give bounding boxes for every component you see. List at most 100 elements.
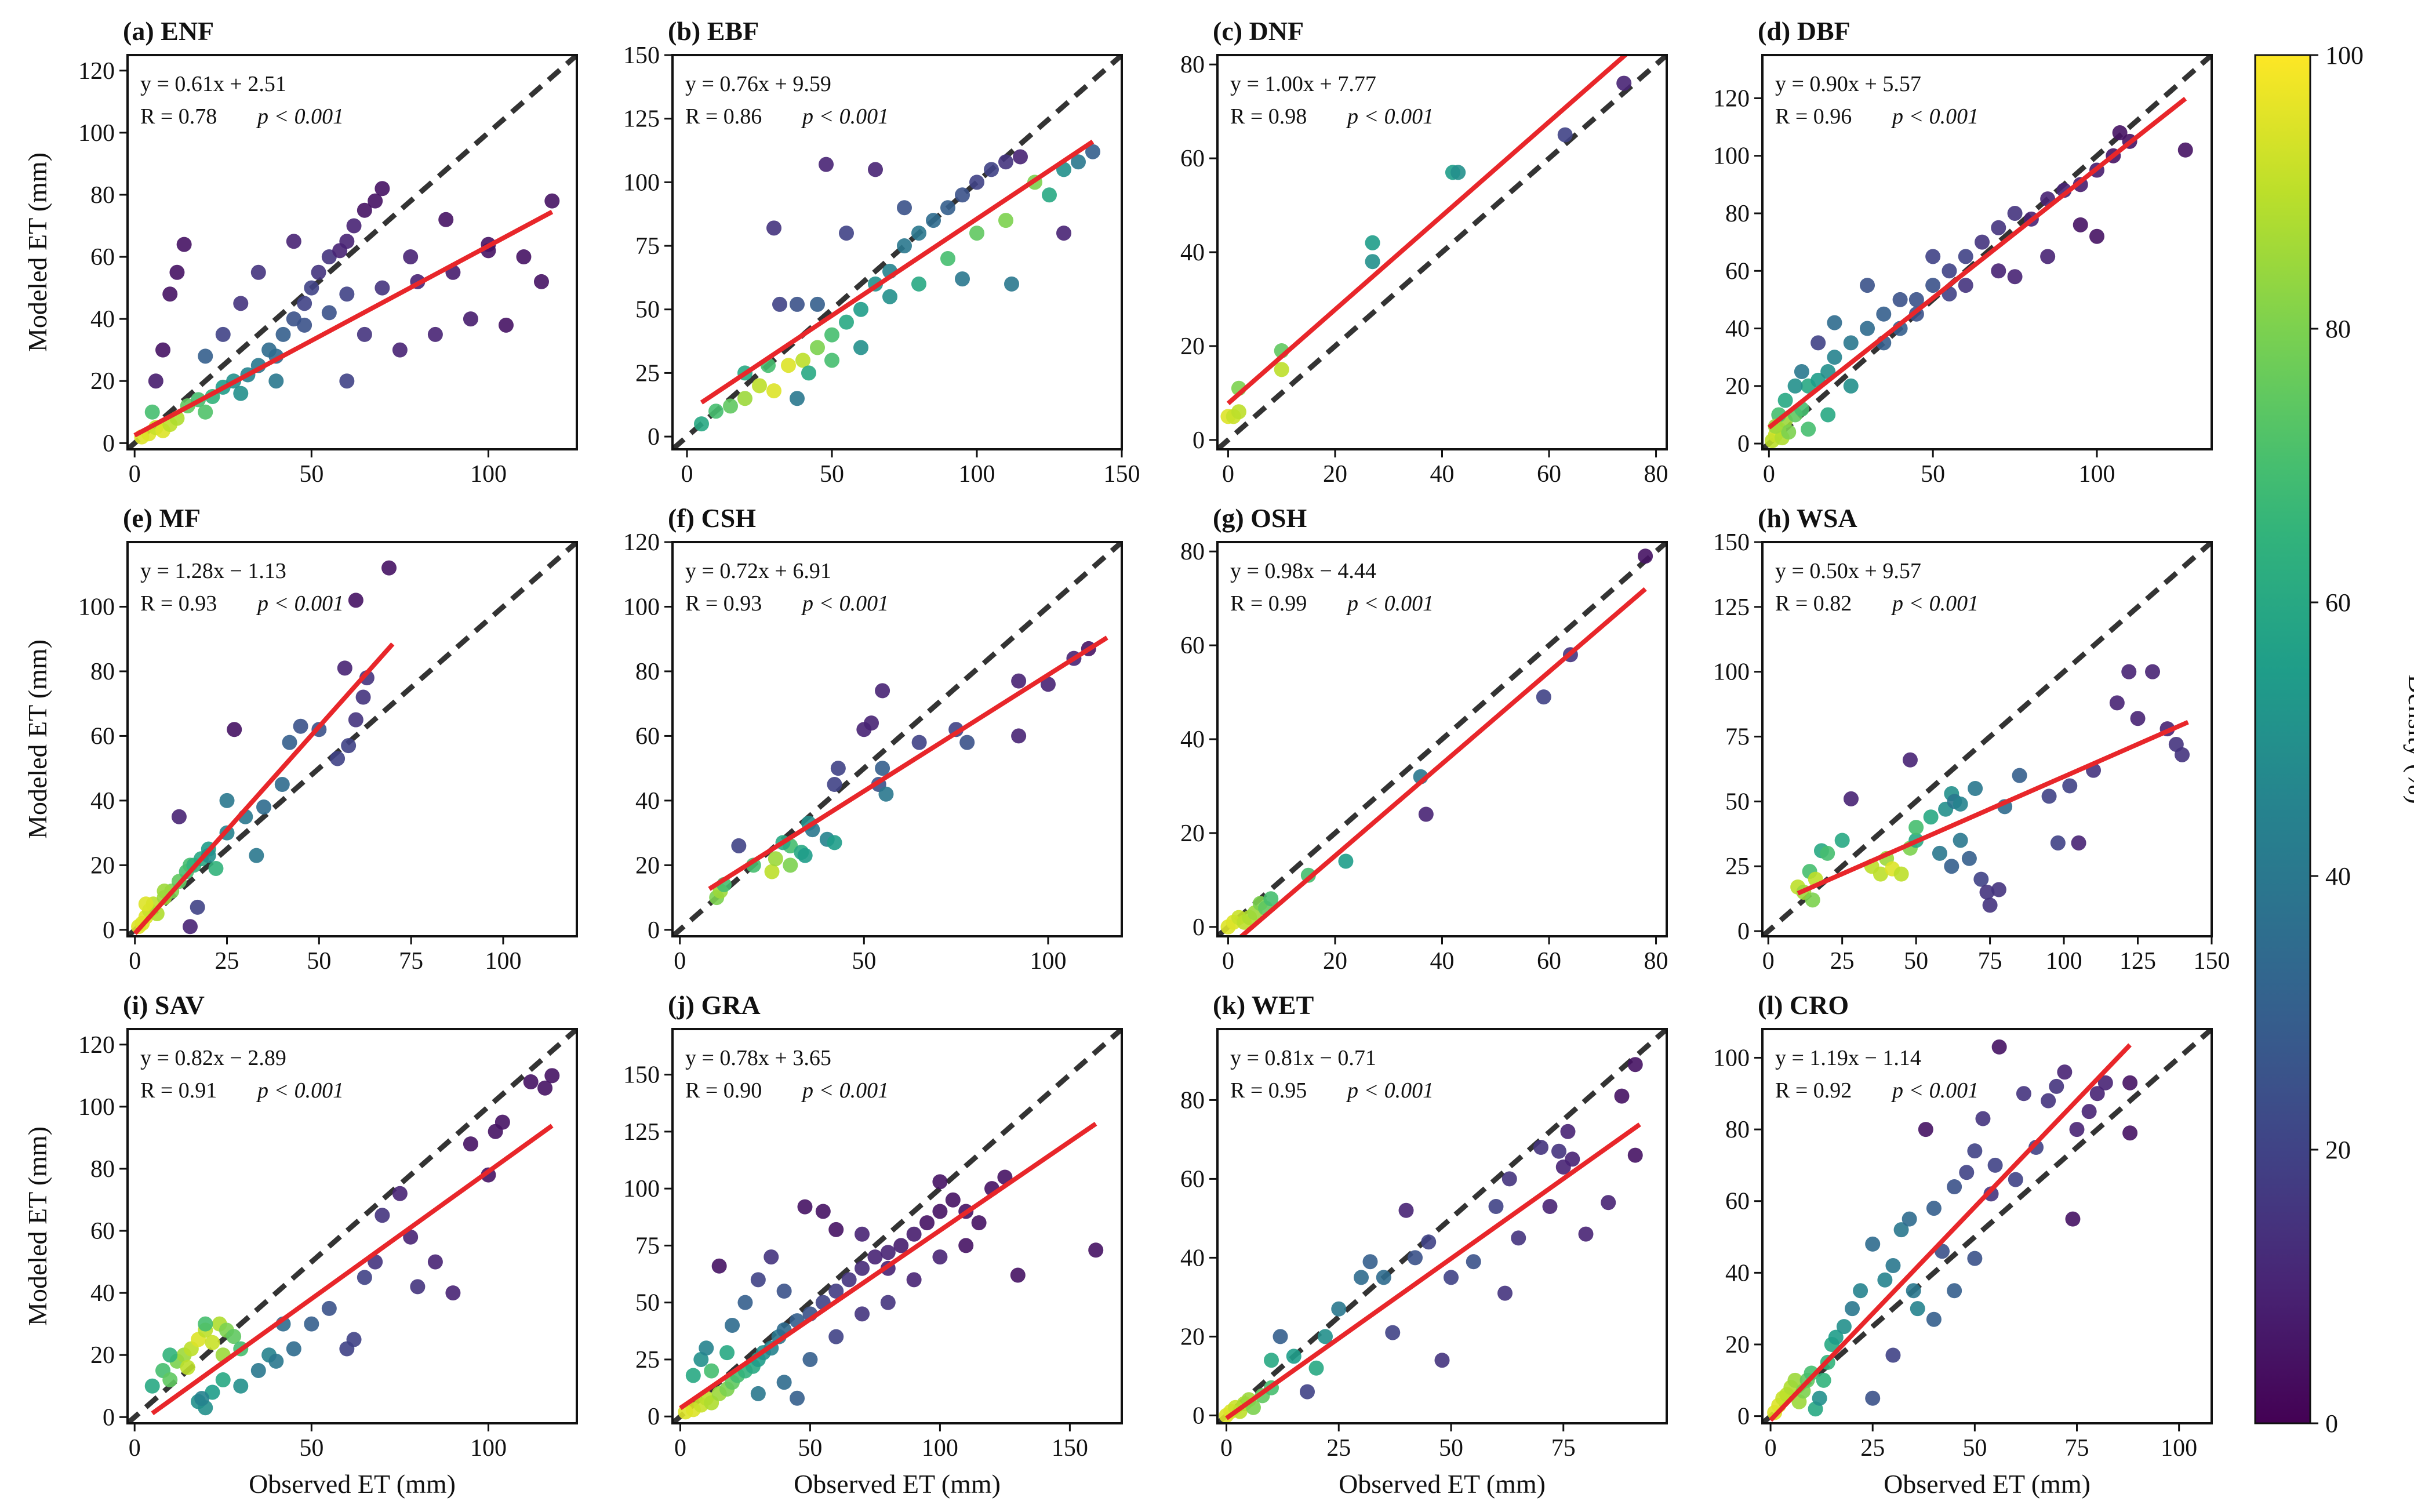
- panel-mf: (e) MF 0 25 50 75 100 0 20 40 60 80 100 y = 1.28x − …: [23, 503, 578, 975]
- scatter-point: [752, 378, 767, 394]
- panel-ebf: (b) EBF 0 50 100 150 0 25 50 75 100 125 150 y = 0.76…: [623, 16, 1140, 488]
- y-tick-label: 80: [1180, 52, 1205, 78]
- scatter-point: [445, 1285, 461, 1301]
- scatter-point: [1827, 350, 1842, 365]
- regression-equation: y = 0.82x − 2.89: [140, 1046, 286, 1070]
- y-axis-title: Modeled ET (mm): [23, 152, 52, 352]
- scatter-point: [171, 809, 187, 824]
- axes-frame: [126, 1028, 578, 1424]
- y-tick-label: 50: [1725, 788, 1750, 815]
- scatter-point: [1385, 1325, 1401, 1340]
- scatter-point: [1533, 1140, 1548, 1155]
- scatter-point: [1536, 689, 1551, 705]
- y-tick-label: 100: [78, 1094, 115, 1121]
- scatter-point: [194, 1391, 210, 1406]
- regression-line: [700, 139, 1095, 405]
- panel-title: (f) CSH: [668, 503, 756, 533]
- scatter-point: [2145, 664, 2161, 679]
- scatter-point: [1845, 1301, 1860, 1317]
- scatter-point: [801, 365, 816, 381]
- scatter-point: [776, 1375, 792, 1390]
- scatter-point: [2050, 835, 2066, 850]
- y-tick-label: 50: [635, 297, 660, 324]
- x-tick-label: 40: [1430, 948, 1455, 975]
- scatter-point: [2089, 1086, 2105, 1102]
- scatter-point: [339, 234, 355, 249]
- scatter-point: [1942, 263, 1957, 279]
- scatter-point: [250, 264, 266, 280]
- scatter-point: [286, 1341, 301, 1357]
- scatter-point: [880, 1295, 896, 1310]
- scatter-point: [694, 416, 709, 432]
- one-to-one-line: [672, 542, 1122, 936]
- colorbar-tick-label: 0: [2325, 1409, 2338, 1438]
- x-tick-label: 100: [1030, 948, 1066, 975]
- panel-title: (i) SAV: [123, 990, 205, 1020]
- regression-equation: y = 0.81x − 0.71: [1230, 1046, 1376, 1070]
- x-tick-label: 0: [1222, 461, 1234, 488]
- scatter-point: [1263, 891, 1279, 907]
- axes-frame: [126, 54, 578, 450]
- scatter-point: [783, 857, 798, 873]
- x-tick-label: 25: [1326, 1435, 1351, 1462]
- x-tick-label: 0: [681, 461, 693, 488]
- p-value: p < 0.001: [801, 591, 889, 616]
- x-tick-label: 150: [1104, 461, 1140, 488]
- scatter-point: [226, 1329, 242, 1344]
- y-tick-label: 100: [1713, 659, 1750, 686]
- scatter-point: [824, 327, 839, 343]
- y-tick-label: 40: [1180, 726, 1205, 753]
- scatter-point: [685, 1368, 701, 1383]
- one-to-one-line: [1762, 542, 2212, 936]
- scatter-point: [1085, 144, 1100, 159]
- axes-frame: [671, 54, 1123, 450]
- scatter-point: [233, 386, 249, 401]
- panel-title: (a) ENF: [123, 16, 214, 46]
- x-tick-label: 100: [2046, 948, 2082, 975]
- correlation-r: R = 0.99: [1230, 591, 1307, 616]
- x-tick-label: 0: [129, 1435, 141, 1462]
- scatter-point: [155, 342, 171, 358]
- scatter-point: [1983, 1186, 1999, 1202]
- x-tick-label: 125: [2119, 948, 2156, 975]
- scatter-point: [1565, 1151, 1580, 1167]
- x-tick-label: 100: [485, 948, 521, 975]
- scatter-point: [1616, 75, 1632, 91]
- scatter-point: [339, 373, 355, 389]
- scatter-point: [198, 404, 213, 420]
- scatter-point: [1865, 1390, 1881, 1406]
- scatter-point: [138, 896, 154, 912]
- x-tick-label: 100: [470, 1435, 507, 1462]
- x-axis-title: Observed ET (mm): [1339, 1469, 1546, 1499]
- scatter-point: [1444, 1270, 1459, 1285]
- scatter-point: [403, 1229, 419, 1245]
- scatter-point: [1926, 1311, 1942, 1327]
- scatter-point: [1967, 1251, 1983, 1266]
- y-tick-label: 0: [648, 424, 660, 450]
- scatter-point: [215, 326, 231, 342]
- scatter-point: [2069, 1122, 2085, 1137]
- x-tick-label: 75: [1551, 1435, 1576, 1462]
- scatter-point: [348, 712, 363, 728]
- scatter-point: [766, 383, 781, 399]
- scatter-point: [1450, 165, 1466, 180]
- scatter-point: [893, 1238, 909, 1253]
- plot-area: [672, 1029, 1122, 1423]
- scatter-point: [868, 162, 883, 177]
- y-tick-label: 80: [1180, 1087, 1205, 1114]
- p-value: p < 0.001: [256, 1078, 344, 1103]
- x-tick-label: 100: [922, 1435, 958, 1462]
- panel-enf: (a) ENF 0 50 100 0 20 40 60 80 100 120 y = 0.61x + …: [23, 16, 578, 488]
- scatter-point: [790, 391, 805, 406]
- scatter-point: [955, 187, 970, 203]
- scatter-point: [227, 722, 242, 737]
- scatter-point: [2097, 1075, 2113, 1091]
- y-tick-label: 0: [103, 1404, 115, 1431]
- scatter-point: [1318, 1329, 1333, 1344]
- scatter-point: [1421, 1234, 1437, 1250]
- y-tick-label: 120: [78, 58, 115, 85]
- scatter-point: [523, 1074, 539, 1090]
- x-tick-label: 50: [798, 1435, 822, 1462]
- scatter-point: [346, 1332, 362, 1347]
- scatter-point: [1987, 1157, 2003, 1173]
